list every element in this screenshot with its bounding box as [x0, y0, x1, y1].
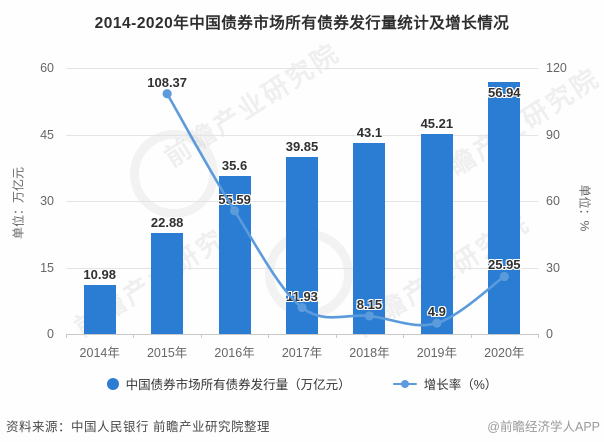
- y-axis-tick-left: 0: [47, 327, 54, 341]
- bar-value-label: 56.94: [488, 84, 521, 100]
- x-axis-label: 2018年: [349, 346, 390, 360]
- legend: 中国债券市场所有债券发行量（万亿元） 增长率（%）: [0, 374, 604, 393]
- line-value-label: 25.95: [488, 257, 521, 273]
- x-axis-label: 2016年: [214, 346, 255, 360]
- line-dot-marker-icon: [392, 378, 417, 390]
- bar-value-label: 35.6: [221, 158, 248, 174]
- bar-2017年: [286, 157, 318, 334]
- bar-value-label: 45.21: [420, 115, 454, 131]
- y-axis-tick-left: 60: [40, 61, 54, 75]
- y-axis-tick-right: 90: [546, 127, 560, 142]
- x-axis-label: 2019年: [416, 346, 457, 360]
- x-axis-tick: [538, 334, 539, 338]
- y-axis-tick-right: 0: [546, 327, 553, 341]
- x-axis-tick: [268, 334, 270, 338]
- legend-label-growth: 增长率（%）: [423, 378, 498, 392]
- legend-label-issuance: 中国债券市场所有债券发行量（万亿元）: [125, 378, 351, 392]
- line-value-label: 4.9: [427, 304, 446, 320]
- y-axis-tick-right: 120: [546, 61, 567, 75]
- y-axis-tick-right: 60: [546, 194, 560, 208]
- line-value-label: 8.15: [356, 296, 383, 312]
- left-axis-unit-label: 单位：万亿元: [11, 166, 26, 240]
- gridline: [66, 134, 538, 136]
- x-axis-label: 2015年: [146, 346, 188, 360]
- right-axis-unit-label: 单位：%: [577, 184, 592, 232]
- x-axis-label: 2014年: [79, 346, 120, 360]
- legend-item-issuance[interactable]: 中国债券市场所有债券发行量（万亿元）: [106, 374, 351, 393]
- source-text: 资料来源：中国人民银行 前瞻产业研究院整理: [6, 420, 270, 434]
- x-axis-tick: [200, 334, 202, 338]
- line-value-label: 11.93: [286, 288, 318, 304]
- bar-2020年: [488, 81, 521, 334]
- y-axis-tick-left: 30: [40, 194, 54, 208]
- gridline: [66, 334, 538, 335]
- bar-2015年: [151, 232, 184, 334]
- chart-title: 2014-2020年中国债券市场所有债券发行量统计及增长情况: [94, 15, 510, 32]
- x-axis-tick: [133, 334, 135, 338]
- y-axis-tick-right: 30: [546, 260, 560, 275]
- bar-value-label: 22.88: [150, 214, 184, 230]
- bar-value-label: 43.1: [356, 124, 383, 140]
- line-point: [162, 89, 172, 99]
- y-axis-tick-left: 15: [40, 260, 54, 275]
- x-axis-label: 2017年: [281, 346, 323, 360]
- legend-item-growth[interactable]: 增长率（%）: [392, 374, 498, 393]
- app-credit: @前瞻经济学人APP: [487, 420, 600, 434]
- x-axis-tick: [335, 334, 337, 338]
- circle-marker-icon: [106, 377, 119, 390]
- bar-value-label: 39.85: [285, 139, 319, 155]
- bar-value-label: 10.98: [83, 267, 116, 283]
- y-axis-tick-left: 45: [40, 127, 54, 142]
- x-axis-tick: [66, 334, 67, 338]
- x-axis-tick: [403, 334, 405, 338]
- footer: 资料来源：中国人民银行 前瞻产业研究院整理 @前瞻经济学人APP: [0, 414, 604, 438]
- line-value-label: 108.37: [147, 74, 188, 90]
- watermark-logo-icon: [130, 130, 218, 218]
- x-axis-tick: [470, 334, 472, 338]
- gridline: [66, 68, 538, 69]
- line-value-label: 55.59: [218, 191, 251, 207]
- x-axis-label: 2020年: [484, 346, 525, 360]
- bar-2014年: [83, 285, 116, 334]
